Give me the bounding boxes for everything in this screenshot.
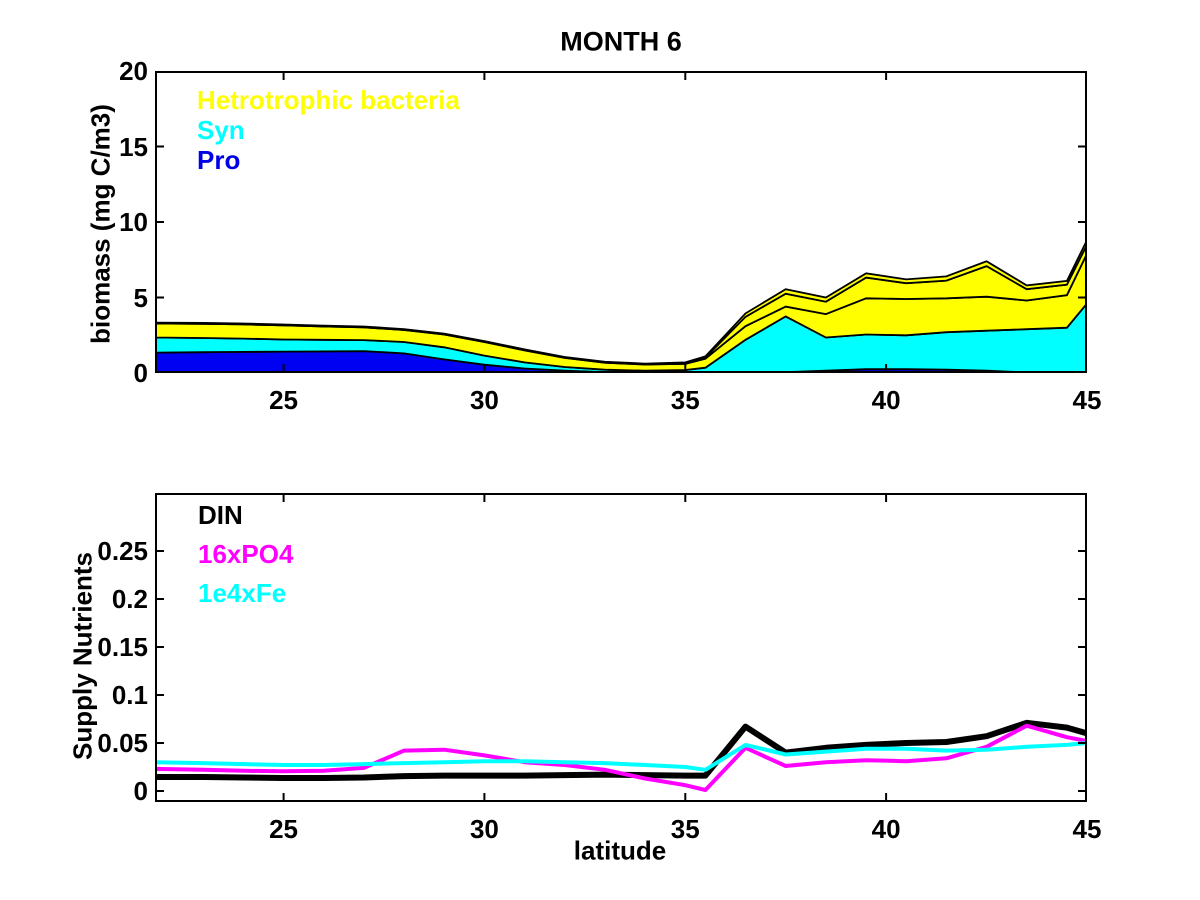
x-tick-label: 40 — [871, 385, 901, 415]
x-tick-label: 30 — [469, 814, 499, 844]
y-tick-label: 0.15 — [97, 631, 148, 662]
y-tick-label: 20 — [119, 56, 148, 86]
x-tick-label: 35 — [670, 814, 700, 844]
legend-item-16xPO4: 16xPO4 — [198, 539, 294, 569]
nutrients-plot-area — [154, 493, 1088, 802]
y-tick-label: 0.1 — [111, 679, 148, 710]
x-tick-label: 35 — [670, 385, 700, 415]
y-tick-label: 0 — [133, 358, 148, 388]
legend-item-Hetrotrophic bacteria: Hetrotrophic bacteria — [197, 85, 460, 115]
x-tick-label: 45 — [1072, 814, 1102, 844]
y-tick-label: 5 — [133, 282, 148, 313]
nutrients-legend: DIN 16xPO4 1e4xFe — [198, 496, 293, 613]
x-tick-label: 25 — [269, 385, 298, 415]
biomass-plot-area — [154, 70, 1088, 374]
legend-item-Syn: Syn — [197, 115, 245, 145]
y-tick-label: 0.2 — [111, 583, 148, 614]
legend-item-Pro: Pro — [197, 145, 241, 175]
y-tick-label: 0 — [133, 775, 148, 806]
axes-box — [155, 493, 1087, 802]
line-series-1e4xFe — [154, 741, 1088, 772]
y-tick-label: 0.25 — [97, 535, 148, 566]
biomass-legend: Hetrotrophic bacteria Syn Pro — [197, 85, 460, 175]
legend-item-DIN: DIN — [198, 500, 243, 530]
line-series-16xPO4 — [154, 723, 1088, 792]
y-tick-label: 0.05 — [97, 727, 148, 758]
x-tick-label: 40 — [871, 814, 901, 844]
chart-title: MONTH 6 — [560, 26, 682, 57]
x-tick-label: 25 — [269, 814, 298, 844]
legend-item-1e4xFe: 1e4xFe — [198, 578, 287, 608]
y-tick-label: 10 — [119, 207, 148, 237]
plot-canvas-0 — [154, 70, 1088, 374]
line-series-DIN — [155, 719, 1088, 781]
latitude-x-axis-label: latitude — [573, 835, 667, 866]
plot-canvas-1 — [154, 493, 1088, 802]
y-tick-label: 15 — [119, 131, 148, 162]
x-tick-label: 30 — [469, 385, 499, 415]
x-tick-label: 45 — [1072, 385, 1102, 415]
